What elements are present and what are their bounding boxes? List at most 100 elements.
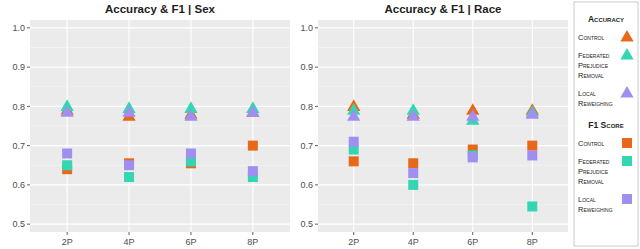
square-point bbox=[527, 201, 537, 211]
triangle-point bbox=[60, 105, 73, 117]
square-point bbox=[124, 160, 134, 170]
grid-line bbox=[318, 67, 568, 68]
minor-grid-line bbox=[30, 126, 290, 127]
x-tick-label: 4P bbox=[408, 237, 419, 247]
y-tick bbox=[315, 106, 318, 107]
square-point bbox=[248, 141, 258, 151]
square-point bbox=[186, 148, 196, 158]
square-point bbox=[248, 166, 258, 176]
triangle-point bbox=[184, 109, 197, 121]
grid-line bbox=[30, 27, 290, 28]
legend-label: LocalReweighing bbox=[578, 89, 613, 108]
grid-line-x bbox=[413, 20, 414, 232]
legend-marker bbox=[622, 156, 632, 166]
triangle-point bbox=[122, 105, 135, 117]
x-tick-label: 8P bbox=[247, 237, 258, 247]
grid-line bbox=[318, 27, 568, 28]
minor-grid-line bbox=[30, 204, 290, 205]
y-tick bbox=[27, 27, 30, 28]
chart-title: Accuracy & F1 | Race bbox=[385, 3, 502, 15]
legend-marker bbox=[620, 86, 633, 98]
y-tick-label: 0.9 bbox=[300, 62, 313, 72]
series bbox=[349, 141, 538, 169]
legend-label-line: Federated bbox=[578, 157, 610, 166]
y-tick-label: 0.5 bbox=[300, 219, 313, 229]
legend-label-line: Local bbox=[578, 195, 596, 204]
square-point bbox=[62, 148, 72, 158]
legend-label: Control bbox=[578, 139, 604, 148]
square-point bbox=[62, 160, 72, 170]
marks bbox=[347, 99, 539, 211]
y-tick bbox=[315, 184, 318, 185]
legend-label-line: Removal bbox=[578, 71, 604, 80]
y-tick bbox=[315, 224, 318, 225]
legend-label-line: Local bbox=[578, 89, 596, 98]
grid-line-x bbox=[190, 20, 191, 232]
legend-box bbox=[574, 2, 638, 246]
square-point bbox=[349, 137, 359, 147]
y-tick-label: 1.0 bbox=[12, 23, 25, 33]
x-tick bbox=[252, 232, 253, 235]
legend-label-line: Prejudice bbox=[578, 61, 609, 70]
triangle-point bbox=[246, 105, 259, 117]
x-tick-label: 6P bbox=[185, 237, 196, 247]
panel: Accuracy & F1 | Race0.50.60.70.80.91.02P… bbox=[300, 3, 568, 247]
grid-line bbox=[30, 224, 290, 225]
legend-label-line: Federated bbox=[578, 51, 610, 60]
legend-label-line: Control bbox=[578, 33, 604, 42]
series bbox=[62, 148, 258, 176]
x-tick bbox=[353, 232, 354, 235]
y-tick bbox=[27, 106, 30, 107]
series bbox=[347, 99, 539, 118]
series bbox=[60, 105, 259, 120]
y-tick bbox=[27, 224, 30, 225]
marks bbox=[60, 99, 259, 182]
legend: AccuracyControlFederatedPrejudiceRemoval… bbox=[574, 2, 638, 246]
x-tick-label: 4P bbox=[124, 237, 135, 247]
legend-marker bbox=[622, 194, 632, 204]
series bbox=[60, 99, 259, 113]
y-tick-label: 0.5 bbox=[12, 219, 25, 229]
x-tick-label: 8P bbox=[527, 237, 538, 247]
grid-line-x bbox=[472, 20, 473, 232]
legend-label-line: Reweighing bbox=[578, 99, 613, 108]
x-tick bbox=[472, 232, 473, 235]
y-tick bbox=[315, 27, 318, 28]
minor-grid-line bbox=[30, 86, 290, 87]
panel: Accuracy & F1 | Sex0.50.60.70.80.91.02P4… bbox=[12, 3, 290, 247]
x-tick-label: 2P bbox=[348, 237, 359, 247]
series bbox=[349, 137, 538, 178]
x-tick bbox=[67, 232, 68, 235]
series bbox=[347, 103, 539, 124]
series bbox=[60, 103, 259, 120]
square-point bbox=[408, 168, 418, 178]
series bbox=[62, 156, 258, 182]
y-tick-label: 0.7 bbox=[300, 141, 313, 151]
grid-line bbox=[318, 224, 568, 225]
series bbox=[62, 141, 258, 175]
y-tick-label: 1.0 bbox=[300, 23, 313, 33]
y-tick bbox=[27, 184, 30, 185]
y-tick-label: 0.6 bbox=[300, 180, 313, 190]
y-tick bbox=[315, 67, 318, 68]
grid-line bbox=[30, 184, 290, 185]
series bbox=[349, 145, 538, 212]
x-tick bbox=[532, 232, 533, 235]
grid-line-x bbox=[353, 20, 354, 232]
x-tick-label: 6P bbox=[467, 237, 478, 247]
square-point bbox=[124, 172, 134, 182]
legend-group-title: F1 Score bbox=[588, 120, 623, 130]
legend-marker bbox=[620, 30, 633, 42]
x-tick bbox=[129, 232, 130, 235]
grid-line-x bbox=[67, 20, 68, 232]
legend-marker bbox=[622, 138, 632, 148]
square-point bbox=[349, 156, 359, 166]
square-point bbox=[468, 152, 478, 162]
y-tick bbox=[315, 145, 318, 146]
chart-title: Accuracy & F1 | Sex bbox=[105, 3, 216, 15]
y-tick-label: 0.7 bbox=[12, 141, 25, 151]
x-tick bbox=[190, 232, 191, 235]
minor-grid-line bbox=[318, 126, 568, 127]
minor-grid-line bbox=[318, 47, 568, 48]
grid-line-x bbox=[532, 20, 533, 232]
